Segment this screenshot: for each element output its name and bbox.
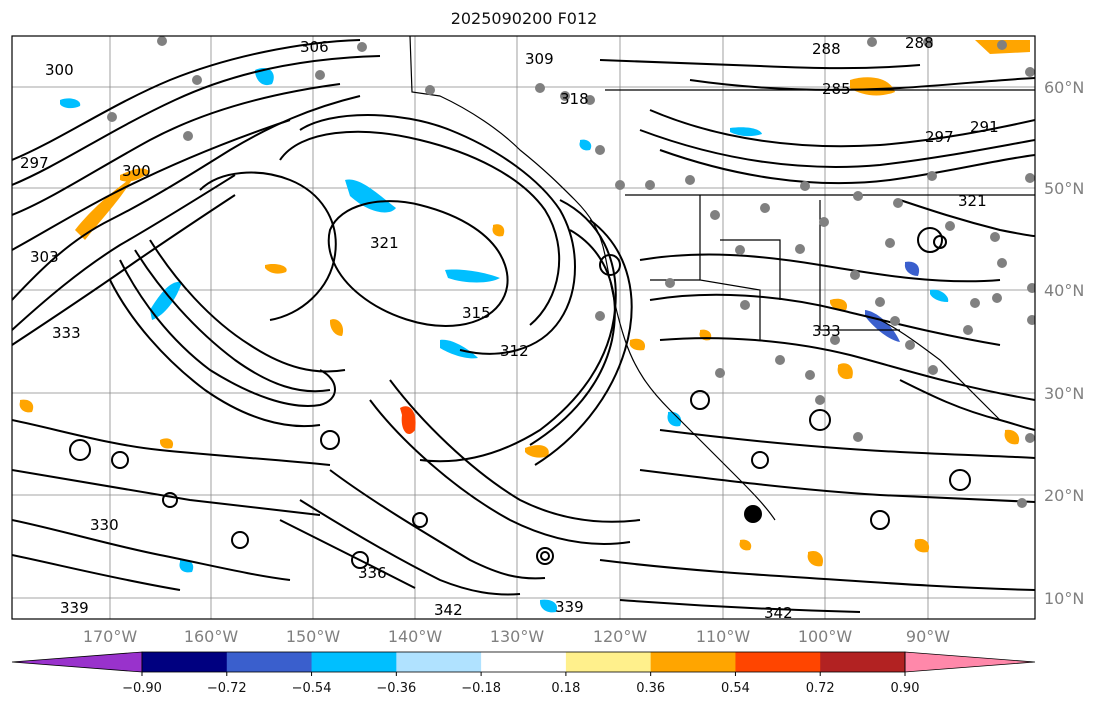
map-frame (11, 35, 1036, 620)
contour-label: 330 (90, 516, 119, 534)
contour-label: 342 (764, 604, 793, 622)
map-title: 2025090200 F012 (450, 9, 598, 28)
colorbar-tick-label: −0.18 (461, 681, 501, 696)
contour-label: 288 (905, 34, 934, 52)
lon-label: 150°W (286, 627, 341, 646)
colorbar-segment (650, 652, 736, 672)
lon-label: 160°W (184, 627, 239, 646)
contour-label: 318 (560, 90, 589, 108)
colorbar-tick-label: 0.72 (806, 681, 835, 696)
colorbar-outline (141, 651, 906, 673)
lat-label: 60°N (1044, 78, 1084, 97)
contour-label: 321 (958, 192, 987, 210)
lon-label: 90°W (906, 627, 950, 646)
lon-label: 130°W (490, 627, 545, 646)
lat-label: 10°N (1044, 589, 1084, 608)
contour-label: 339 (60, 599, 89, 617)
colorbar-segment (311, 652, 397, 672)
latitude-labels: 60°N 50°N 40°N 30°N 20°N 10°N (1044, 78, 1084, 608)
colorbar-segment (396, 652, 482, 672)
lat-label: 20°N (1044, 486, 1084, 505)
contour-label: 297 (20, 154, 49, 172)
contour-label: 291 (970, 118, 999, 136)
lat-label: 30°N (1044, 384, 1084, 403)
contour-label: 336 (358, 564, 387, 582)
contour-label: 333 (52, 324, 81, 342)
colorbar-tick-label: 0.18 (551, 681, 580, 696)
lon-label: 170°W (83, 627, 138, 646)
theta-contours (12, 39, 1035, 613)
colorbar-segment (226, 652, 313, 672)
lon-label: 140°W (388, 627, 443, 646)
contour-label: 303 (30, 248, 59, 266)
contour-label: 285 (822, 80, 851, 98)
coastlines (409, 36, 1035, 521)
lat-label: 50°N (1044, 179, 1084, 198)
contour-labels: 300 297 291 288 285 306 309 312 315 318 … (20, 34, 999, 622)
contour-label: 288 (812, 40, 841, 58)
contour-label: 333 (812, 322, 841, 340)
storm-marker (744, 505, 762, 523)
colorbar-tick-label: 0.36 (636, 681, 665, 696)
colorbar-segment (565, 652, 652, 672)
colorbar-segment (142, 652, 228, 672)
lon-label: 120°W (593, 627, 648, 646)
colorbar-tick-label: 0.90 (891, 681, 920, 696)
lon-label: 110°W (696, 627, 751, 646)
lat-label: 40°N (1044, 281, 1084, 300)
colorbar-tick-label: −0.36 (376, 681, 416, 696)
contour-label: 300 (45, 61, 74, 79)
colorbar-extension-low (11, 651, 143, 673)
contour-label: 297 (925, 128, 954, 146)
colorbar-tick-label: −0.72 (207, 681, 247, 696)
contour-label: 312 (500, 342, 529, 360)
plot-area (12, 36, 1035, 619)
contour-label: 321 (370, 234, 399, 252)
colorbar-extension-high (904, 651, 1036, 673)
contour-label: 309 (525, 50, 554, 68)
station-markers (107, 36, 1035, 508)
lon-label: 100°W (798, 627, 853, 646)
contour-label: 339 (555, 598, 584, 616)
colorbar-tick-label: −0.90 (122, 681, 162, 696)
contour-label: 342 (434, 601, 463, 619)
contour-label: 306 (300, 38, 329, 56)
colorbar: −0.90 −0.72 −0.54 −0.36 −0.18 0.18 0.36 0.54 0.7… (11, 651, 1036, 696)
colorbar-segment (481, 652, 567, 672)
colorbar-segment (820, 652, 906, 672)
colorbar-tick-label: 0.54 (721, 681, 750, 696)
contour-label: 300 (122, 162, 151, 180)
contour-label: 315 (462, 304, 491, 322)
colorbar-tick-label: −0.54 (292, 681, 332, 696)
shaded-field (19, 40, 1030, 613)
longitude-labels: 170°W 160°W 150°W 140°W 130°W 120°W 110°… (83, 627, 950, 646)
colorbar-segment (735, 652, 821, 672)
